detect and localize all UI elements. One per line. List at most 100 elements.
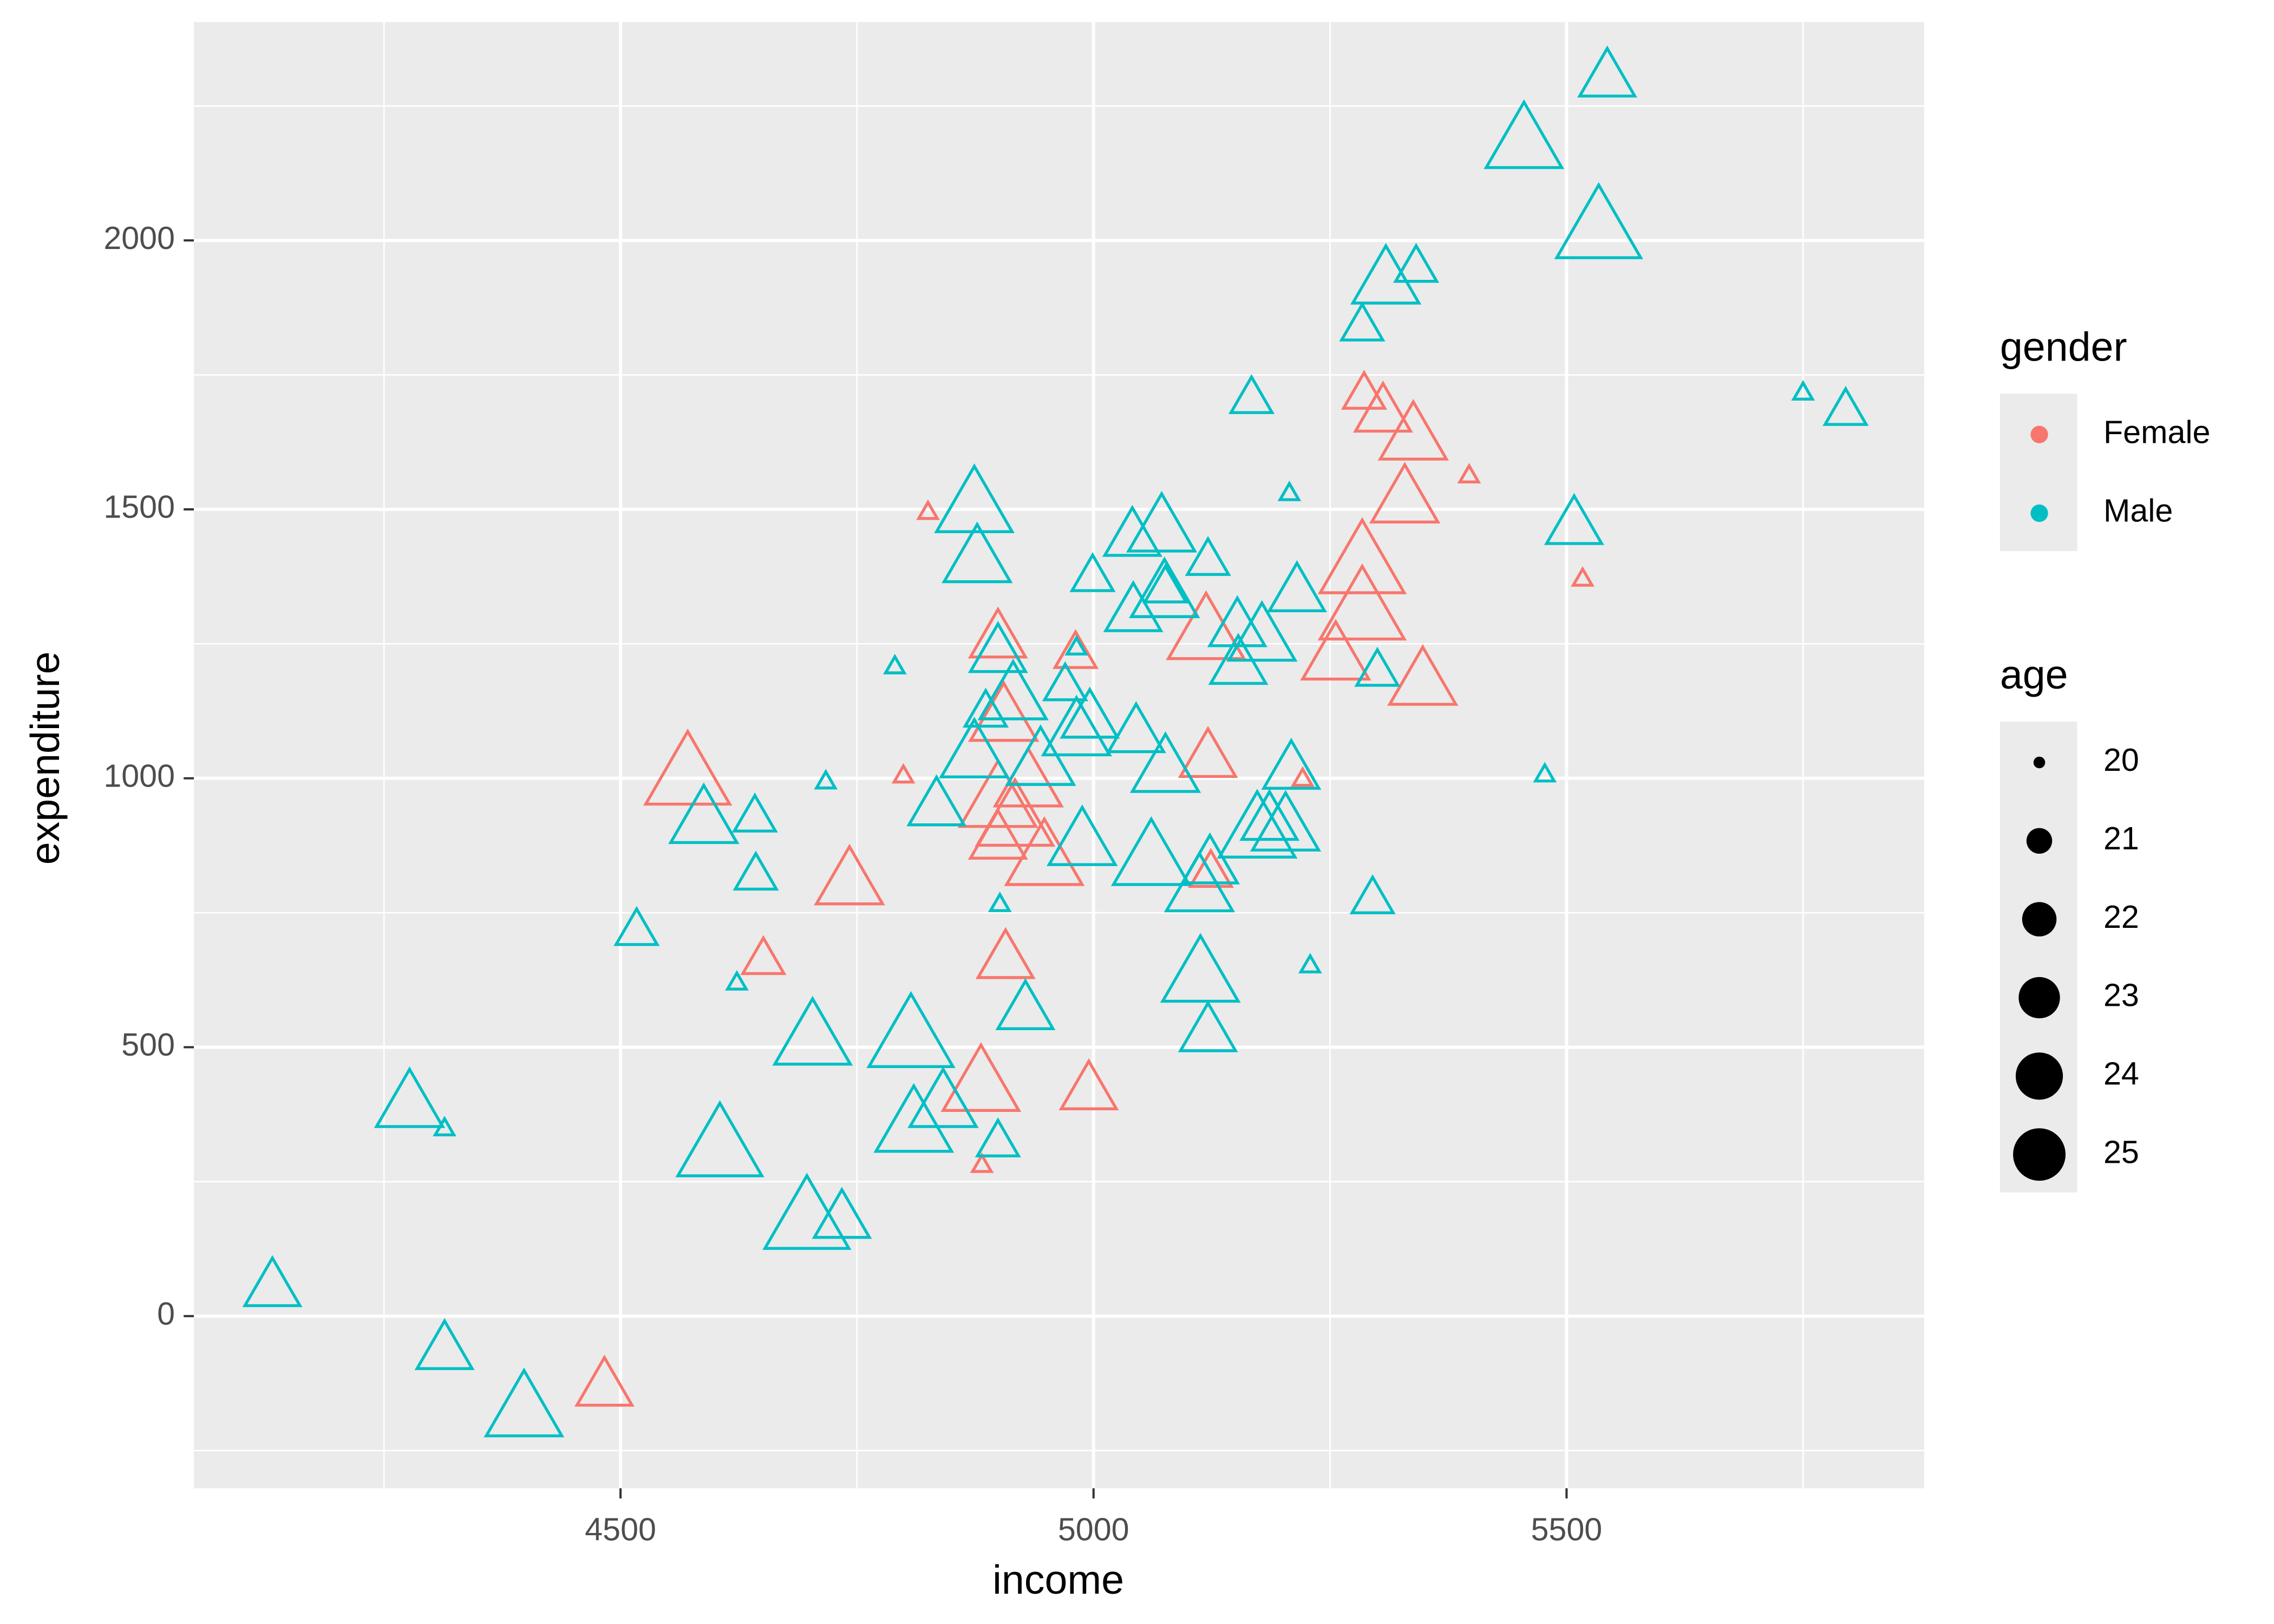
point <box>414 1318 475 1370</box>
point <box>1064 634 1089 656</box>
point <box>1102 505 1162 557</box>
point <box>1354 646 1401 687</box>
point <box>891 763 916 784</box>
point <box>1457 463 1481 483</box>
legend-key <box>2030 425 2048 443</box>
legend-size-key <box>2033 756 2046 769</box>
point <box>1339 301 1386 342</box>
point <box>1217 789 1298 859</box>
point <box>1484 99 1565 169</box>
point <box>733 850 779 891</box>
point <box>1250 790 1322 852</box>
point <box>962 687 1009 728</box>
point <box>1261 737 1322 790</box>
point <box>1042 661 1088 702</box>
axes: 4500 5000 5500 0 500 1000 1500 2000 <box>103 220 1602 1548</box>
point <box>1533 762 1557 783</box>
point <box>1004 816 1085 886</box>
y-tick-label: 2000 <box>103 220 175 256</box>
point <box>1571 566 1595 587</box>
point <box>995 978 1056 1030</box>
point <box>1341 370 1388 410</box>
point <box>1290 766 1315 787</box>
x-axis-title: income <box>992 1557 1124 1602</box>
point <box>433 1116 456 1137</box>
point <box>1110 816 1192 886</box>
point <box>1178 1000 1238 1052</box>
point <box>740 935 787 975</box>
point <box>1166 590 1247 660</box>
point <box>725 970 749 991</box>
grid <box>194 22 1924 1489</box>
point <box>1822 385 1869 426</box>
point <box>906 774 967 827</box>
legend-size-key <box>2018 977 2060 1019</box>
point <box>1069 552 1116 592</box>
legend-size-key <box>2015 1052 2063 1100</box>
point <box>957 758 1038 828</box>
point <box>1544 493 1604 545</box>
point <box>1005 724 1076 786</box>
legend-label: 24 <box>2103 1055 2139 1091</box>
y-tick-label: 1500 <box>103 489 175 525</box>
point <box>866 991 956 1069</box>
point <box>1106 701 1166 754</box>
point <box>1377 398 1449 461</box>
point <box>975 1117 1021 1157</box>
point <box>1277 480 1302 501</box>
point <box>1226 600 1298 662</box>
point <box>483 1367 565 1438</box>
legend-label: 25 <box>2103 1134 2139 1170</box>
point <box>1387 644 1459 706</box>
point <box>772 996 853 1066</box>
point <box>1554 182 1643 259</box>
legend: Female Male 20 21 22 23 24 25 <box>1999 394 2210 1193</box>
x-tick-label: 4500 <box>585 1511 656 1548</box>
point <box>883 653 907 675</box>
point <box>1791 380 1815 401</box>
point <box>940 1042 1022 1112</box>
point <box>968 680 1040 742</box>
point <box>1317 517 1407 594</box>
point <box>1178 725 1238 778</box>
point <box>977 658 1049 721</box>
points <box>242 45 1869 1438</box>
legend-size-key <box>2022 902 2057 937</box>
legend-label: 21 <box>2103 820 2139 856</box>
y-tick-label: 1000 <box>103 757 175 794</box>
point <box>1393 243 1440 283</box>
point <box>762 1173 852 1250</box>
point <box>968 606 1028 659</box>
point <box>1126 490 1198 553</box>
legend-key <box>2030 504 2048 522</box>
point <box>916 499 940 520</box>
y-tick-label: 0 <box>157 1295 175 1332</box>
point <box>814 843 885 906</box>
point <box>1129 731 1201 793</box>
point <box>1103 580 1164 632</box>
point <box>938 717 1010 778</box>
point <box>1300 619 1371 681</box>
point <box>1350 243 1422 305</box>
point <box>873 1083 955 1153</box>
point <box>1317 563 1407 641</box>
point <box>1164 850 1236 913</box>
point <box>374 1066 446 1128</box>
point <box>1160 933 1241 1003</box>
point <box>613 906 660 946</box>
point <box>1060 686 1120 739</box>
legend-label: Female <box>2103 414 2210 450</box>
legend-key-box <box>1999 394 2077 552</box>
point <box>731 793 778 833</box>
point <box>968 807 1028 860</box>
y-axis-title: expenditure <box>22 651 68 865</box>
point <box>975 927 1036 979</box>
point <box>1058 1058 1119 1110</box>
point <box>1129 556 1200 618</box>
size-legend-title: age <box>2000 652 2068 697</box>
legend-size-key <box>2013 1128 2066 1181</box>
legend-size-key <box>2026 828 2053 854</box>
point <box>1041 695 1112 757</box>
